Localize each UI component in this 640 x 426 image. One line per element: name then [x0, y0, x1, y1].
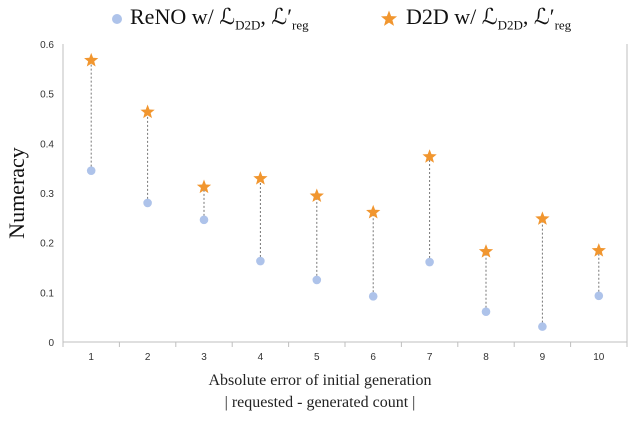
x-tick-label: 6 — [370, 352, 376, 363]
x-tick-label: 5 — [314, 352, 320, 363]
x-tick-label: 8 — [483, 352, 489, 363]
y-tick-label: 0.6 — [40, 40, 54, 51]
y-axis-title: Numeracy — [4, 147, 29, 239]
legend-reno-main: ReNO w/ ℒ — [130, 4, 236, 29]
y-tick-label: 0.5 — [40, 90, 54, 101]
reno-point — [143, 198, 152, 208]
legend-label-d2d: D2D w/ ℒD2D, ℒ′reg — [406, 4, 571, 33]
reno-point — [368, 292, 378, 301]
x-axis-label-line1: Absolute error of initial generation — [208, 372, 432, 389]
x-tick-label: 7 — [427, 352, 433, 363]
x-tick-label: 10 — [593, 352, 605, 363]
legend-d2d-mid: , ℒ′ — [522, 4, 555, 29]
reno-point — [86, 166, 96, 175]
legend-label-reno: ReNO w/ ℒD2D, ℒ′reg — [130, 4, 309, 33]
reno-point — [425, 257, 434, 267]
legend-d2d-main: D2D w/ ℒ — [406, 4, 498, 29]
y-tick-label: 0.2 — [40, 239, 54, 250]
legend-d2d-sub1: D2D — [497, 17, 523, 33]
reno-point — [256, 256, 265, 266]
chart-legend: ReNO w/ ℒD2D, ℒ′reg D2D w/ ℒD2D, ℒ′reg — [0, 0, 640, 40]
legend-reno-sub2: reg — [292, 17, 309, 33]
reno-point — [594, 291, 604, 301]
d2d-point — [422, 149, 437, 163]
d2d-point — [84, 52, 99, 67]
legend-item-d2d: D2D w/ ℒD2D, ℒ′reg — [380, 4, 571, 33]
d2d-point — [253, 171, 268, 185]
reno-point — [538, 322, 547, 331]
x-axis-label-line2: | requested - generated count | — [224, 394, 416, 411]
d2d-point — [140, 104, 155, 119]
x-tick-label: 4 — [258, 352, 264, 363]
d2d-point — [478, 244, 494, 258]
d2d-point — [196, 179, 212, 194]
legend-reno-sub1: D2D — [235, 17, 261, 33]
d2d-point — [366, 204, 381, 219]
reno-point — [312, 275, 322, 285]
x-tick-label: 9 — [540, 352, 546, 363]
d2d-point — [591, 243, 606, 257]
reno-point — [199, 215, 209, 225]
y-tick-label: 0 — [48, 338, 54, 349]
d2d-point — [309, 188, 324, 203]
legend-item-reno: ReNO w/ ℒD2D, ℒ′reg — [112, 4, 309, 33]
legend-d2d-sub2: reg — [554, 17, 572, 33]
y-tick-label: 0.3 — [40, 189, 54, 200]
x-tick-label: 2 — [145, 352, 151, 363]
x-tick-label: 3 — [201, 352, 207, 363]
reno-point — [481, 307, 491, 317]
y-tick-label: 0.1 — [40, 288, 54, 299]
legend-reno-mid: , ℒ′ — [260, 4, 293, 29]
legend-star-icon — [380, 10, 398, 26]
x-tick-label: 1 — [88, 352, 94, 363]
legend-circle-icon — [112, 13, 122, 24]
d2d-point — [535, 211, 550, 225]
y-tick-label: 0.4 — [40, 139, 54, 150]
